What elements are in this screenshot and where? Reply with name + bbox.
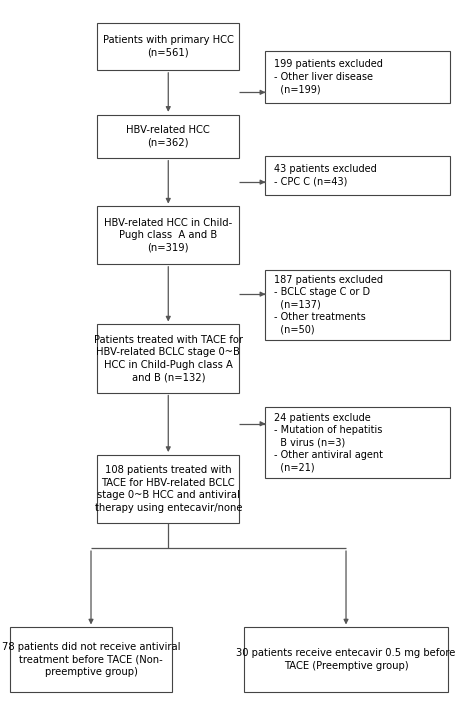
- Text: HBV-related HCC
(n=362): HBV-related HCC (n=362): [127, 125, 210, 148]
- FancyBboxPatch shape: [97, 24, 239, 70]
- Text: Patients with primary HCC
(n=561): Patients with primary HCC (n=561): [103, 35, 234, 58]
- FancyBboxPatch shape: [265, 270, 450, 340]
- Text: 78 patients did not receive antiviral
treatment before TACE (Non-
preemptive gro: 78 patients did not receive antiviral tr…: [2, 642, 180, 677]
- FancyBboxPatch shape: [10, 627, 172, 692]
- Text: HBV-related HCC in Child-
Pugh class  A and B
(n=319): HBV-related HCC in Child- Pugh class A a…: [104, 218, 232, 252]
- FancyBboxPatch shape: [244, 627, 448, 692]
- Text: 24 patients exclude
- Mutation of hepatitis
  B virus (n=3)
- Other antiviral ag: 24 patients exclude - Mutation of hepati…: [274, 412, 383, 473]
- FancyBboxPatch shape: [265, 407, 450, 478]
- Text: 199 patients excluded
- Other liver disease
  (n=199): 199 patients excluded - Other liver dise…: [274, 60, 383, 94]
- FancyBboxPatch shape: [97, 455, 239, 523]
- FancyBboxPatch shape: [97, 115, 239, 158]
- FancyBboxPatch shape: [97, 206, 239, 264]
- FancyBboxPatch shape: [265, 156, 450, 195]
- FancyBboxPatch shape: [265, 51, 450, 103]
- FancyBboxPatch shape: [97, 324, 239, 393]
- Text: 108 patients treated with
TACE for HBV-related BCLC
stage 0~B HCC and antiviral
: 108 patients treated with TACE for HBV-r…: [94, 465, 242, 513]
- Text: 43 patients excluded
- CPC C (n=43): 43 patients excluded - CPC C (n=43): [274, 164, 377, 187]
- Text: 187 patients excluded
- BCLC stage C or D
  (n=137)
- Other treatments
  (n=50): 187 patients excluded - BCLC stage C or …: [274, 275, 383, 335]
- Text: 30 patients receive entecavir 0.5 mg before
TACE (Preemptive group): 30 patients receive entecavir 0.5 mg bef…: [237, 648, 456, 671]
- Text: Patients treated with TACE for
HBV-related BCLC stage 0~B
HCC in Child-Pugh clas: Patients treated with TACE for HBV-relat…: [94, 335, 243, 382]
